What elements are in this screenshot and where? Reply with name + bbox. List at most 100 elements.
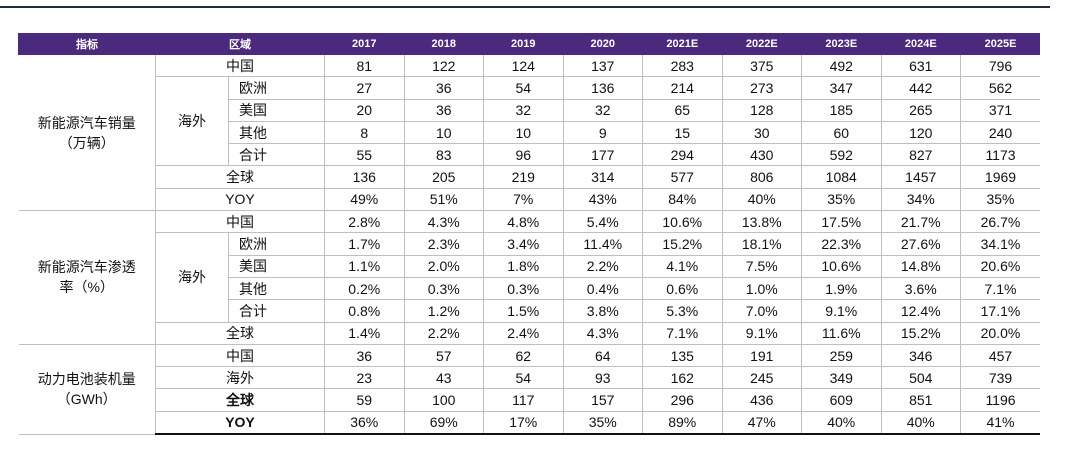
value-cell: 1.4% xyxy=(324,321,405,345)
group-label: 海外 xyxy=(155,76,229,167)
table-row: 全球 59 100 117 157 296 436 609 851 1196 xyxy=(19,388,1040,412)
value-cell: 36 xyxy=(324,343,405,368)
value-cell: 136 xyxy=(562,76,643,100)
header-row: 指标 区域 2017 2018 2019 2020 2021E 2022E 2023E 2024E… xyxy=(18,33,1040,55)
value-cell: 34% xyxy=(880,187,961,212)
value-cell: 0.2% xyxy=(324,276,405,301)
region-cell: 其他 xyxy=(228,120,325,145)
value-cell: 314 xyxy=(562,165,643,189)
value-cell: 137 xyxy=(562,53,643,78)
value-cell: 739 xyxy=(960,366,1040,390)
value-cell: 0.4% xyxy=(562,276,643,301)
value-cell: 457 xyxy=(960,343,1040,368)
header-cell: 2017 xyxy=(324,33,405,55)
value-cell: 157 xyxy=(562,388,643,412)
value-cell: 12.4% xyxy=(880,299,961,323)
section-label-line: 新能源汽车渗透 xyxy=(37,259,136,276)
value-cell: 27 xyxy=(324,76,405,100)
value-cell: 0.8% xyxy=(324,299,405,323)
value-cell: 2.2% xyxy=(403,321,484,345)
value-cell: 2.3% xyxy=(403,232,484,256)
table-row: 其他 8 10 10 9 15 30 60 120 240 xyxy=(19,120,1040,145)
value-cell: 47% xyxy=(721,410,802,436)
section-label: 新能源汽车渗透 率（%） xyxy=(18,210,156,345)
value-cell: 9.1% xyxy=(801,299,882,323)
value-cell: 4.1% xyxy=(642,254,723,278)
region-cell: 中国 xyxy=(155,343,325,368)
value-cell: 8 xyxy=(324,120,405,145)
value-cell: 54 xyxy=(483,366,564,390)
value-cell: 430 xyxy=(721,143,802,167)
table-row: 海外 欧洲 27 36 54 136 214 273 347 442 562 xyxy=(19,76,1040,167)
value-cell: 631 xyxy=(880,53,961,78)
value-cell: 796 xyxy=(960,53,1040,78)
region-cell: YOY xyxy=(155,187,325,212)
value-cell: 13.8% xyxy=(721,210,802,234)
value-cell: 0.3% xyxy=(483,276,564,301)
value-cell: 3.4% xyxy=(483,232,564,256)
section-label-line: （万辆） xyxy=(58,134,115,151)
value-cell: 62 xyxy=(483,343,564,368)
value-cell: 7.0% xyxy=(721,299,802,323)
value-cell: 10 xyxy=(483,120,564,145)
value-cell: 191 xyxy=(721,343,802,368)
region-cell: 合计 xyxy=(228,299,325,323)
region-cell: 美国 xyxy=(228,98,325,122)
value-cell: 17% xyxy=(483,410,564,436)
table-row: 海外 欧洲 1.7% 2.3% 3.4% 11.4% 15.2% 18.1% 22.3% 27.6… xyxy=(19,232,1040,323)
value-cell: 1173 xyxy=(960,143,1040,167)
value-cell: 504 xyxy=(880,366,961,390)
value-cell: 40% xyxy=(721,187,802,212)
value-cell: 1.0% xyxy=(721,276,802,301)
value-cell: 34.1% xyxy=(960,232,1040,256)
value-cell: 55 xyxy=(324,143,405,167)
value-cell: 1.8% xyxy=(483,254,564,278)
value-cell: 219 xyxy=(483,165,564,189)
table-row: YOY 49% 51% 7% 43% 84% 40% 35% 34% 35% xyxy=(19,187,1040,212)
value-cell: 347 xyxy=(801,76,882,100)
value-cell: 205 xyxy=(403,165,484,189)
table-row: 海外 23 43 54 93 162 245 349 504 739 xyxy=(19,366,1040,390)
group-label: 海外 xyxy=(155,232,229,323)
table-row: 美国 20 36 32 32 65 128 185 265 371 xyxy=(19,98,1040,122)
region-cell: 欧洲 xyxy=(228,232,325,256)
value-cell: 100 xyxy=(403,388,484,412)
value-cell: 1.2% xyxy=(403,299,484,323)
value-cell: 64 xyxy=(562,343,643,368)
value-cell: 27.6% xyxy=(880,232,961,256)
table-row: 新能源汽车销量 （万辆） 中国 81 122 124 137 283 375 492 631 796 xyxy=(18,53,1040,212)
value-cell: 273 xyxy=(721,76,802,100)
section-label-line: 动力电池装机量 xyxy=(37,371,136,388)
value-cell: 122 xyxy=(403,53,484,78)
value-cell: 10 xyxy=(403,120,484,145)
value-cell: 827 xyxy=(880,143,961,167)
value-cell: 35% xyxy=(562,410,643,436)
value-cell: 40% xyxy=(801,410,882,436)
value-cell: 0.3% xyxy=(403,276,484,301)
value-cell: 185 xyxy=(801,98,882,122)
value-cell: 124 xyxy=(483,53,564,78)
value-cell: 135 xyxy=(642,343,723,368)
value-cell: 43% xyxy=(562,187,643,212)
region-cell: 中国 xyxy=(155,210,325,234)
value-cell: 11.4% xyxy=(562,232,643,256)
value-cell: 2.4% xyxy=(483,321,564,345)
value-cell: 10.6% xyxy=(801,254,882,278)
value-cell: 7.1% xyxy=(960,276,1040,301)
value-cell: 240 xyxy=(960,120,1040,145)
value-cell: 592 xyxy=(801,143,882,167)
value-cell: 0.6% xyxy=(642,276,723,301)
value-cell: 35% xyxy=(801,187,882,212)
value-cell: 371 xyxy=(960,98,1040,122)
value-cell: 59 xyxy=(324,388,405,412)
header-cell: 2021E xyxy=(642,33,723,55)
value-cell: 177 xyxy=(562,143,643,167)
value-cell: 3.6% xyxy=(880,276,961,301)
header-cell: 2023E xyxy=(801,33,882,55)
value-cell: 15 xyxy=(642,120,723,145)
value-cell: 1.1% xyxy=(324,254,405,278)
value-cell: 23 xyxy=(324,366,405,390)
value-cell: 30 xyxy=(721,120,802,145)
value-cell: 2.8% xyxy=(324,210,405,234)
